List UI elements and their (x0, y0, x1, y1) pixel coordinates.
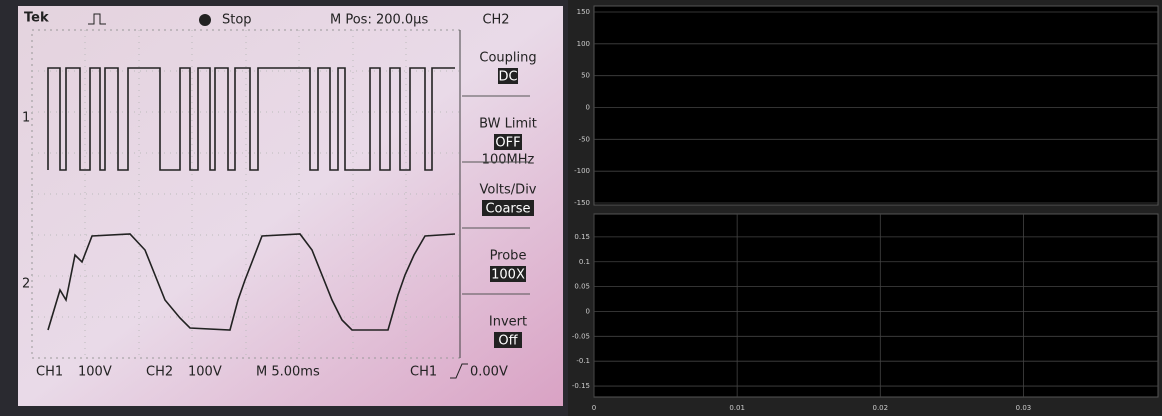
y-tick-label: -0.1 (576, 357, 590, 365)
ch2-marker: 2 (22, 277, 30, 292)
plot-area (593, 213, 1159, 398)
menu-value: Off (498, 334, 518, 349)
y-tick-label: -0.05 (572, 332, 590, 340)
footer-trigger-level: 0.00V (470, 365, 508, 380)
brand: Tek (24, 11, 49, 26)
menu-value-bg (482, 200, 534, 216)
menu-value: Coarse (485, 202, 530, 217)
edge-icon (450, 363, 468, 379)
ch1-trace (47, 67, 455, 171)
y-tick-label: -50 (579, 135, 590, 143)
y-tick-label: 0.1 (579, 258, 590, 266)
x-tick-label: 0.03 (1016, 404, 1032, 412)
menu-value-bg (498, 68, 518, 84)
y-tick-label: 100 (577, 40, 590, 48)
footer-ch1: CH1 (36, 365, 63, 380)
menu: Coupling DC BW Limit OFF 100MHz Volts/Div Coar… (462, 51, 537, 349)
trigger-icon (88, 13, 106, 25)
x-tick-label: 0 (592, 404, 596, 412)
menu-value: DC (498, 70, 517, 85)
graticule-lines (32, 30, 460, 358)
menu-label: Volts/Div (479, 183, 536, 198)
plot-area (593, 5, 1159, 206)
menu-extra: 100MHz (482, 153, 535, 168)
menu-value: OFF (495, 136, 520, 151)
footer-trigger-ch: CH1 (410, 365, 437, 380)
menu-value-bg (494, 134, 522, 150)
y-tick-label: 0.15 (574, 233, 590, 241)
status: Stop (222, 13, 252, 28)
x-tick-label: 0.01 (729, 404, 745, 412)
ch1-marker: 1 (22, 111, 30, 126)
charts: 150 100 50 0 -50 -100 -150 0.15 0.1 0.05 0 -0.05 -0.… (572, 5, 1159, 412)
oscilloscope: Tek Stop M Pos: 200.0µs CH2 Coupling DC BW… (0, 0, 568, 416)
menu-value-bg (490, 266, 526, 282)
footer-ch2-scale: 100V (188, 365, 222, 380)
status-dot (199, 14, 211, 26)
x-tick-label: 0.02 (872, 404, 888, 412)
y-tick-label: 150 (577, 8, 590, 16)
y-tick-label: -0.15 (572, 382, 590, 390)
y-tick-label: -100 (574, 167, 590, 175)
menu-label: Coupling (479, 51, 536, 66)
ch2-trace (47, 233, 456, 331)
menu-label: Invert (489, 315, 527, 330)
footer-time: M 5.00ms (256, 365, 320, 380)
y-tick-label: 0 (586, 307, 590, 315)
y-tick-label: -150 (574, 199, 590, 207)
footer-ch2: CH2 (146, 365, 173, 380)
menu-value-bg (494, 332, 522, 348)
menu-value: 100X (491, 268, 525, 283)
position: M Pos: 200.0µs (330, 13, 428, 28)
footer-ch1-scale: 100V (78, 365, 112, 380)
y-tick-label: 50 (581, 72, 590, 80)
y-tick-label: 0 (586, 104, 590, 112)
y-tick-label: 0.05 (574, 283, 590, 291)
menu-label: BW Limit (479, 117, 537, 132)
screen (18, 6, 563, 406)
menu-label: Probe (490, 249, 527, 264)
channel: CH2 (482, 13, 509, 28)
